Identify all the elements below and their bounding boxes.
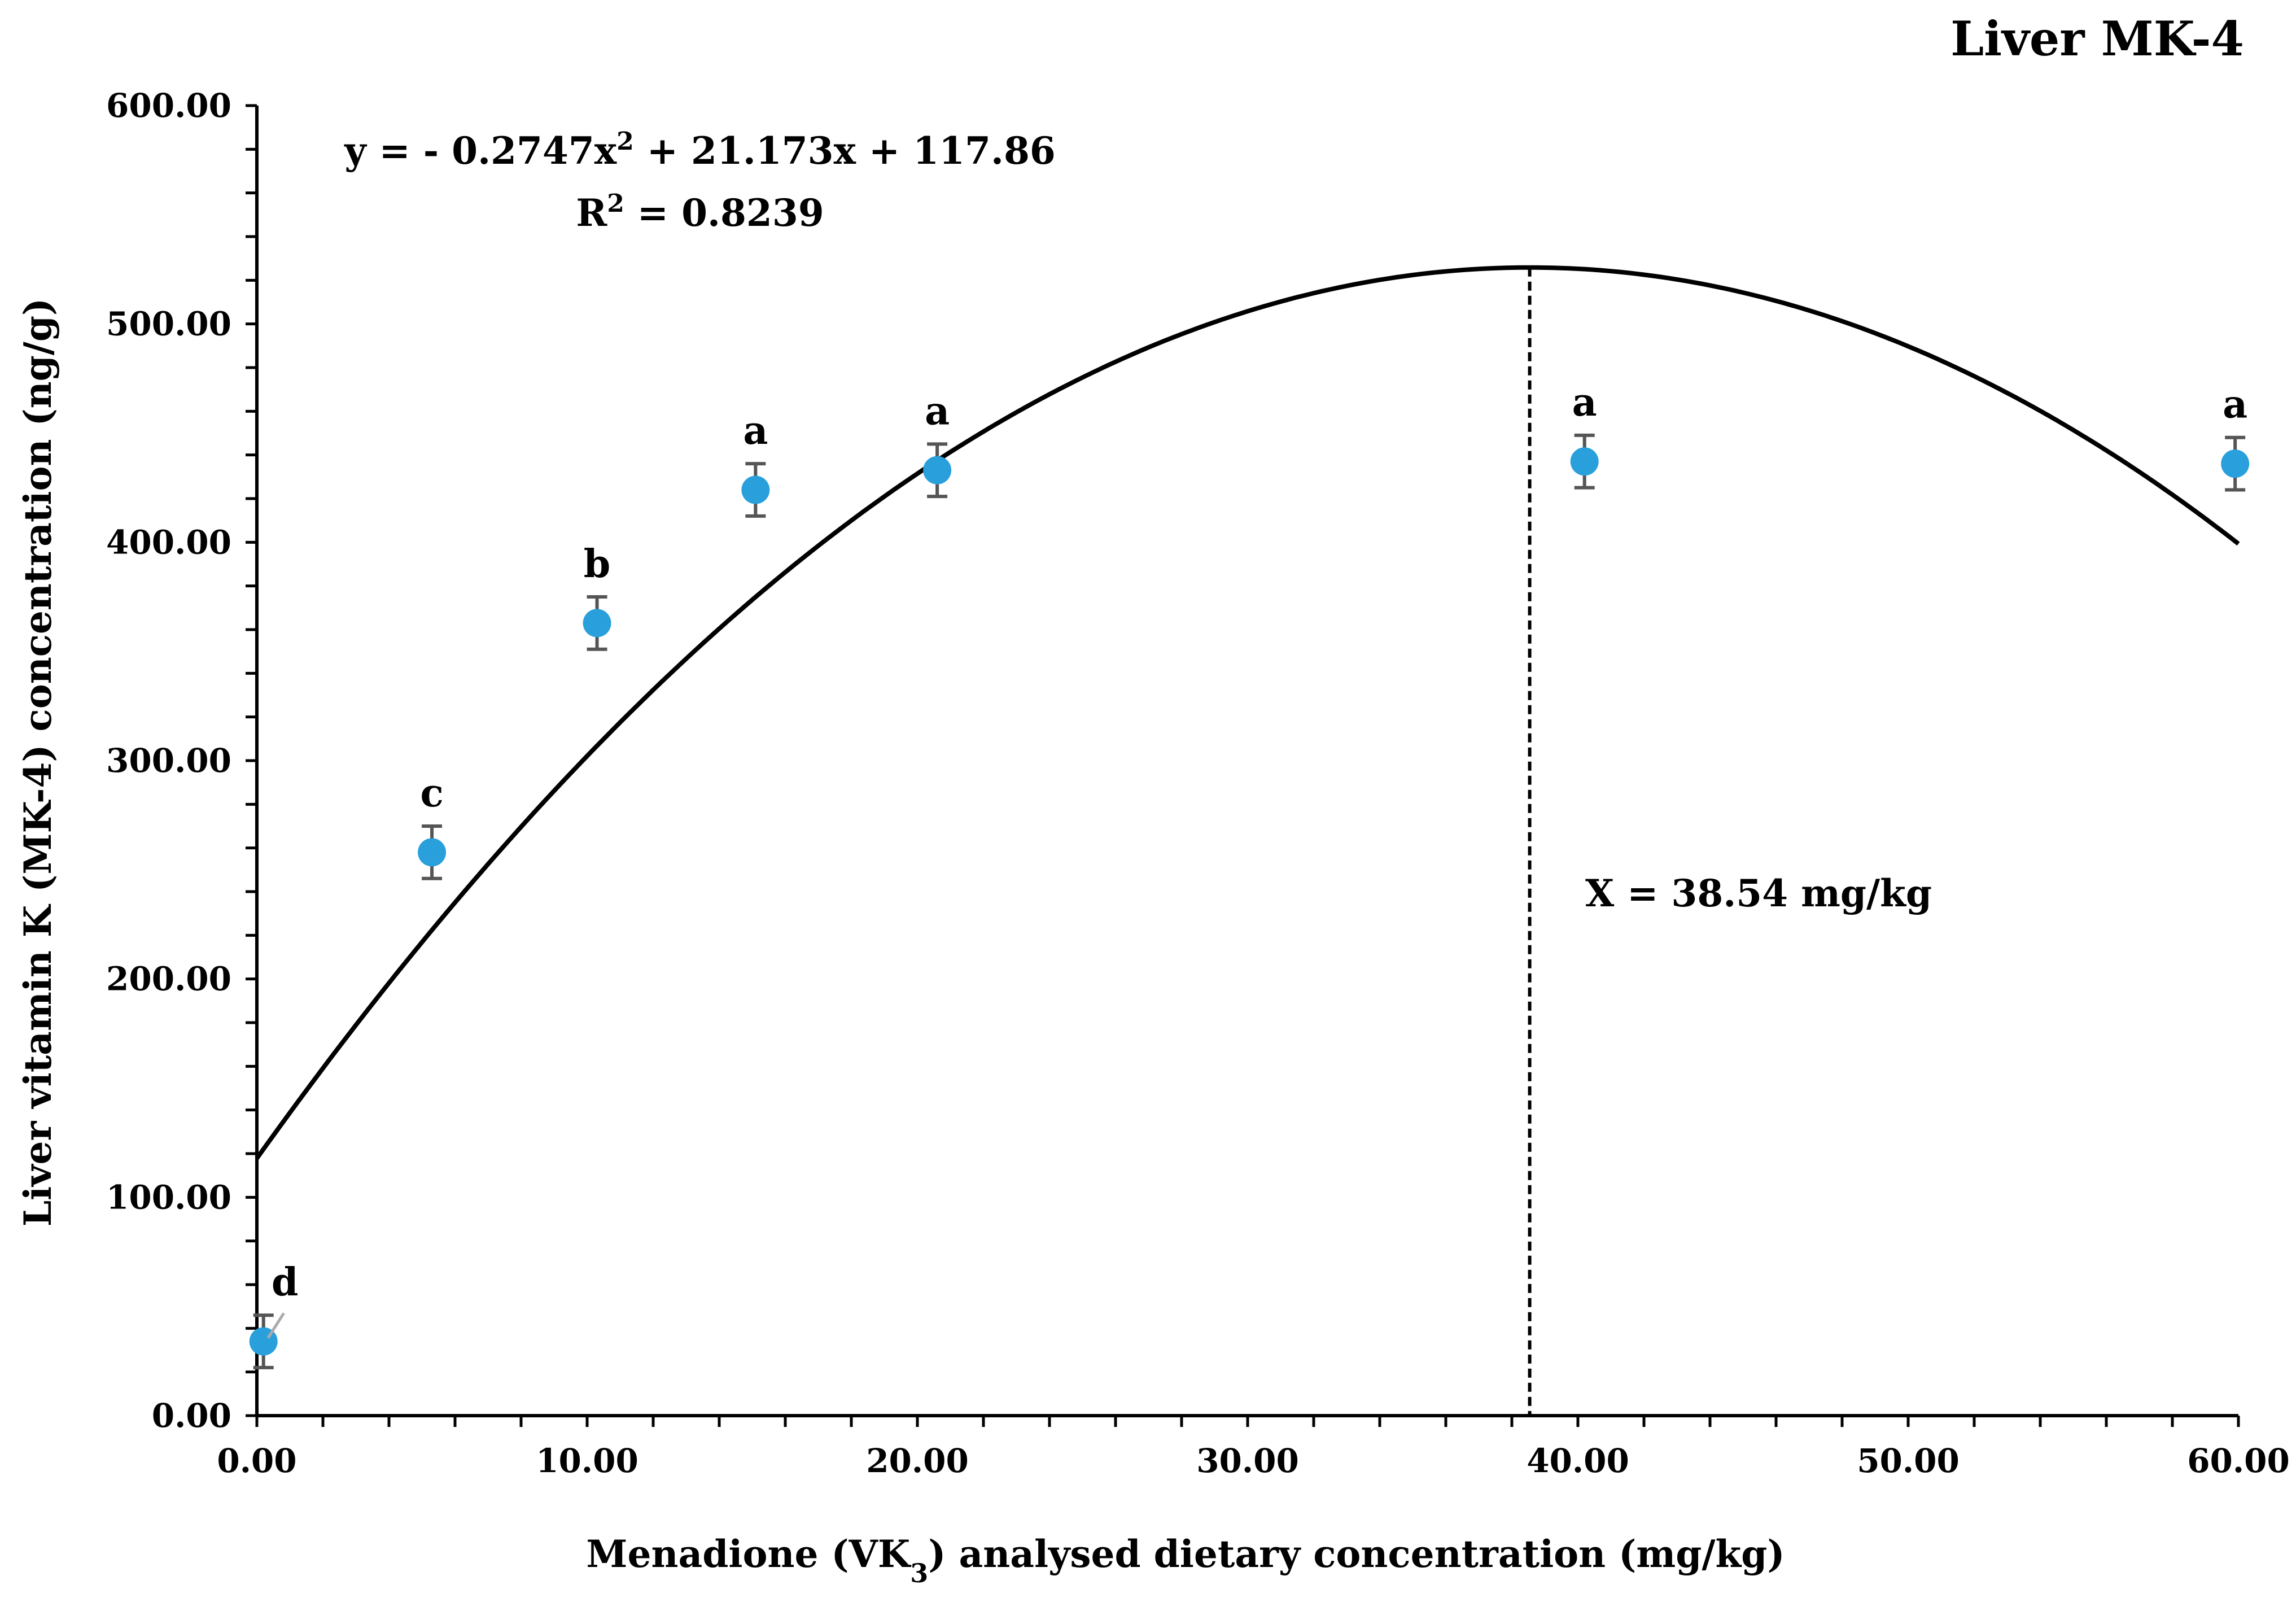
x-tick-label: 10.00 bbox=[536, 1442, 638, 1480]
y-tick-label: 0.00 bbox=[152, 1396, 231, 1435]
significance-label: a bbox=[2223, 382, 2247, 427]
significance-label: c bbox=[420, 771, 443, 816]
y-tick-label: 300.00 bbox=[106, 741, 231, 780]
x-tick-label: 0.00 bbox=[217, 1442, 296, 1480]
data-point-group: a bbox=[1570, 380, 1599, 490]
trendline-equation: y = - 0.2747x2 + 21.173x + 117.86 bbox=[344, 127, 1056, 173]
x-axis-title: Menadione (VK3) analysed dietary concent… bbox=[586, 1532, 1785, 1588]
data-point bbox=[583, 609, 611, 638]
data-point bbox=[1570, 447, 1599, 476]
y-tick-label: 500.00 bbox=[106, 305, 231, 343]
data-point-group: a bbox=[923, 389, 952, 499]
y-axis-title: Liver vitamin K (MK-4) concentration (ng… bbox=[16, 298, 60, 1227]
data-point-group: d bbox=[249, 1260, 299, 1369]
x-tick-label: 30.00 bbox=[1196, 1442, 1299, 1480]
x-tick-label: 40.00 bbox=[1527, 1442, 1629, 1480]
x-tick-label: 60.00 bbox=[2187, 1442, 2290, 1480]
data-point-group: c bbox=[418, 771, 447, 880]
axes: 0.00 100.00 200.00 300.00 400.00 500.00 600.00… bbox=[106, 86, 2290, 1480]
points-layer: d c b a a a a bbox=[249, 380, 2250, 1369]
significance-label: d bbox=[272, 1260, 299, 1305]
chart-title: Liver MK-4 bbox=[1950, 11, 2244, 67]
vertical-line-label: X = 38.54 mg/kg bbox=[1585, 871, 1932, 915]
trendline-curve bbox=[255, 265, 2240, 1160]
x-tick-label: 50.00 bbox=[1857, 1442, 1960, 1480]
significance-label: a bbox=[925, 389, 950, 434]
significance-label: a bbox=[743, 408, 768, 453]
label-leader-line bbox=[266, 1312, 285, 1339]
data-point bbox=[2221, 449, 2250, 478]
significance-label: b bbox=[584, 542, 611, 587]
y-tick-label: 100.00 bbox=[106, 1178, 231, 1216]
data-point-group: a bbox=[741, 408, 770, 518]
data-point bbox=[741, 475, 770, 504]
y-tick-label: 200.00 bbox=[106, 960, 231, 998]
x-tick-label: 20.00 bbox=[866, 1442, 969, 1480]
trendline-layer bbox=[255, 265, 2240, 1160]
data-point bbox=[923, 456, 952, 484]
significance-label: a bbox=[1572, 380, 1597, 425]
data-point-group: b bbox=[583, 542, 611, 651]
r-squared-label: R2 = 0.8239 bbox=[576, 189, 824, 235]
data-point-group: a bbox=[2221, 382, 2250, 492]
y-tick-label: 400.00 bbox=[106, 523, 231, 561]
y-tick-label: 600.00 bbox=[106, 86, 231, 125]
data-point bbox=[418, 838, 447, 867]
